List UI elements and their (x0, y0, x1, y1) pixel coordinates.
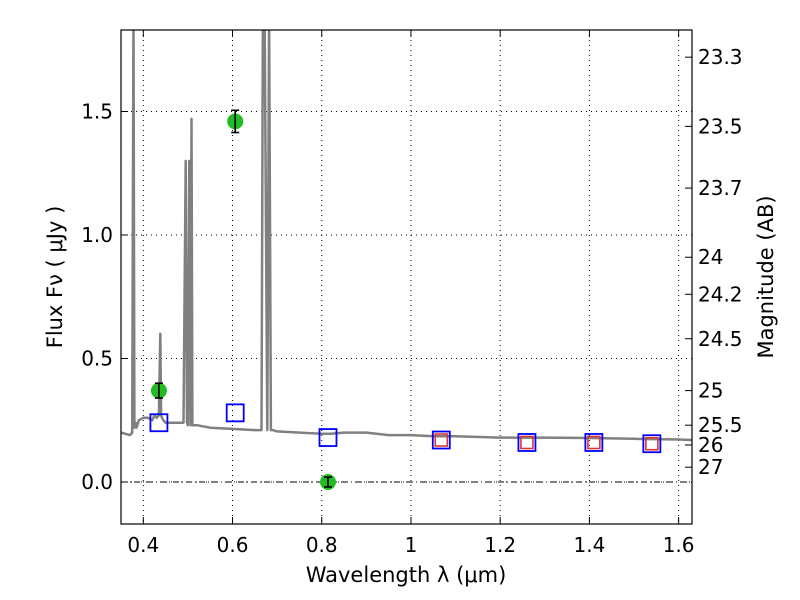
y-tick-label: 0.5 (81, 347, 113, 371)
x-tick-label: 1.6 (663, 533, 695, 557)
x-tick-label: 1.4 (573, 533, 605, 557)
model-photometry-square (517, 433, 537, 452)
x-tick-label: 0.6 (217, 533, 249, 557)
spectrum-line (121, 30, 692, 442)
x-tick-label: 0.4 (127, 533, 159, 557)
right-tick-label: 23.3 (698, 45, 743, 69)
photometry-square (434, 433, 449, 447)
plot-frame (120, 29, 693, 525)
model-photometry-square (642, 434, 662, 454)
right-tick-label: 27 (698, 455, 723, 479)
marker-layer (149, 109, 662, 491)
axis-ticks: 0.4 0.6 0.8 1 1.2 1.4 1.6 0.0 0.5 1.0 1.5 23.3 23.5 2… (81, 30, 743, 557)
x-tick-label: 0.8 (306, 533, 338, 557)
right-tick-label: 24.2 (698, 282, 743, 306)
model-photometry-square (431, 430, 451, 450)
model-photometry-square (318, 428, 338, 447)
right-tick-label: 23.5 (698, 114, 743, 138)
right-tick-label: 24.5 (698, 327, 743, 351)
model-photometry-square (225, 403, 245, 423)
right-tick-label: 25 (698, 379, 723, 403)
spectrum-layer (121, 30, 692, 442)
photometry-square (645, 436, 659, 451)
photometry-square (587, 435, 601, 450)
x-axis-label: Wavelength λ (μm) (306, 563, 507, 587)
y-tick-label: 1.0 (81, 223, 113, 247)
right-tick-label: 25.5 (698, 413, 743, 437)
x-tick-label: 1.2 (484, 533, 516, 557)
right-tick-label: 24 (698, 245, 723, 269)
x-tick-label: 1 (405, 533, 418, 557)
grid-lines (121, 30, 692, 524)
model-photometry-square (149, 413, 169, 433)
right-tick-label: 26 (698, 433, 723, 457)
model-photometry-square (584, 433, 604, 452)
photometry-square (520, 435, 534, 450)
y-axis-label: Flux Fν ( μJy ) (43, 206, 67, 349)
y-tick-label: 1.5 (81, 100, 113, 124)
right-tick-label: 23.7 (698, 176, 743, 200)
y-tick-label: 0.0 (81, 470, 113, 494)
right-axis-label: Magnitude (AB) (754, 195, 778, 358)
